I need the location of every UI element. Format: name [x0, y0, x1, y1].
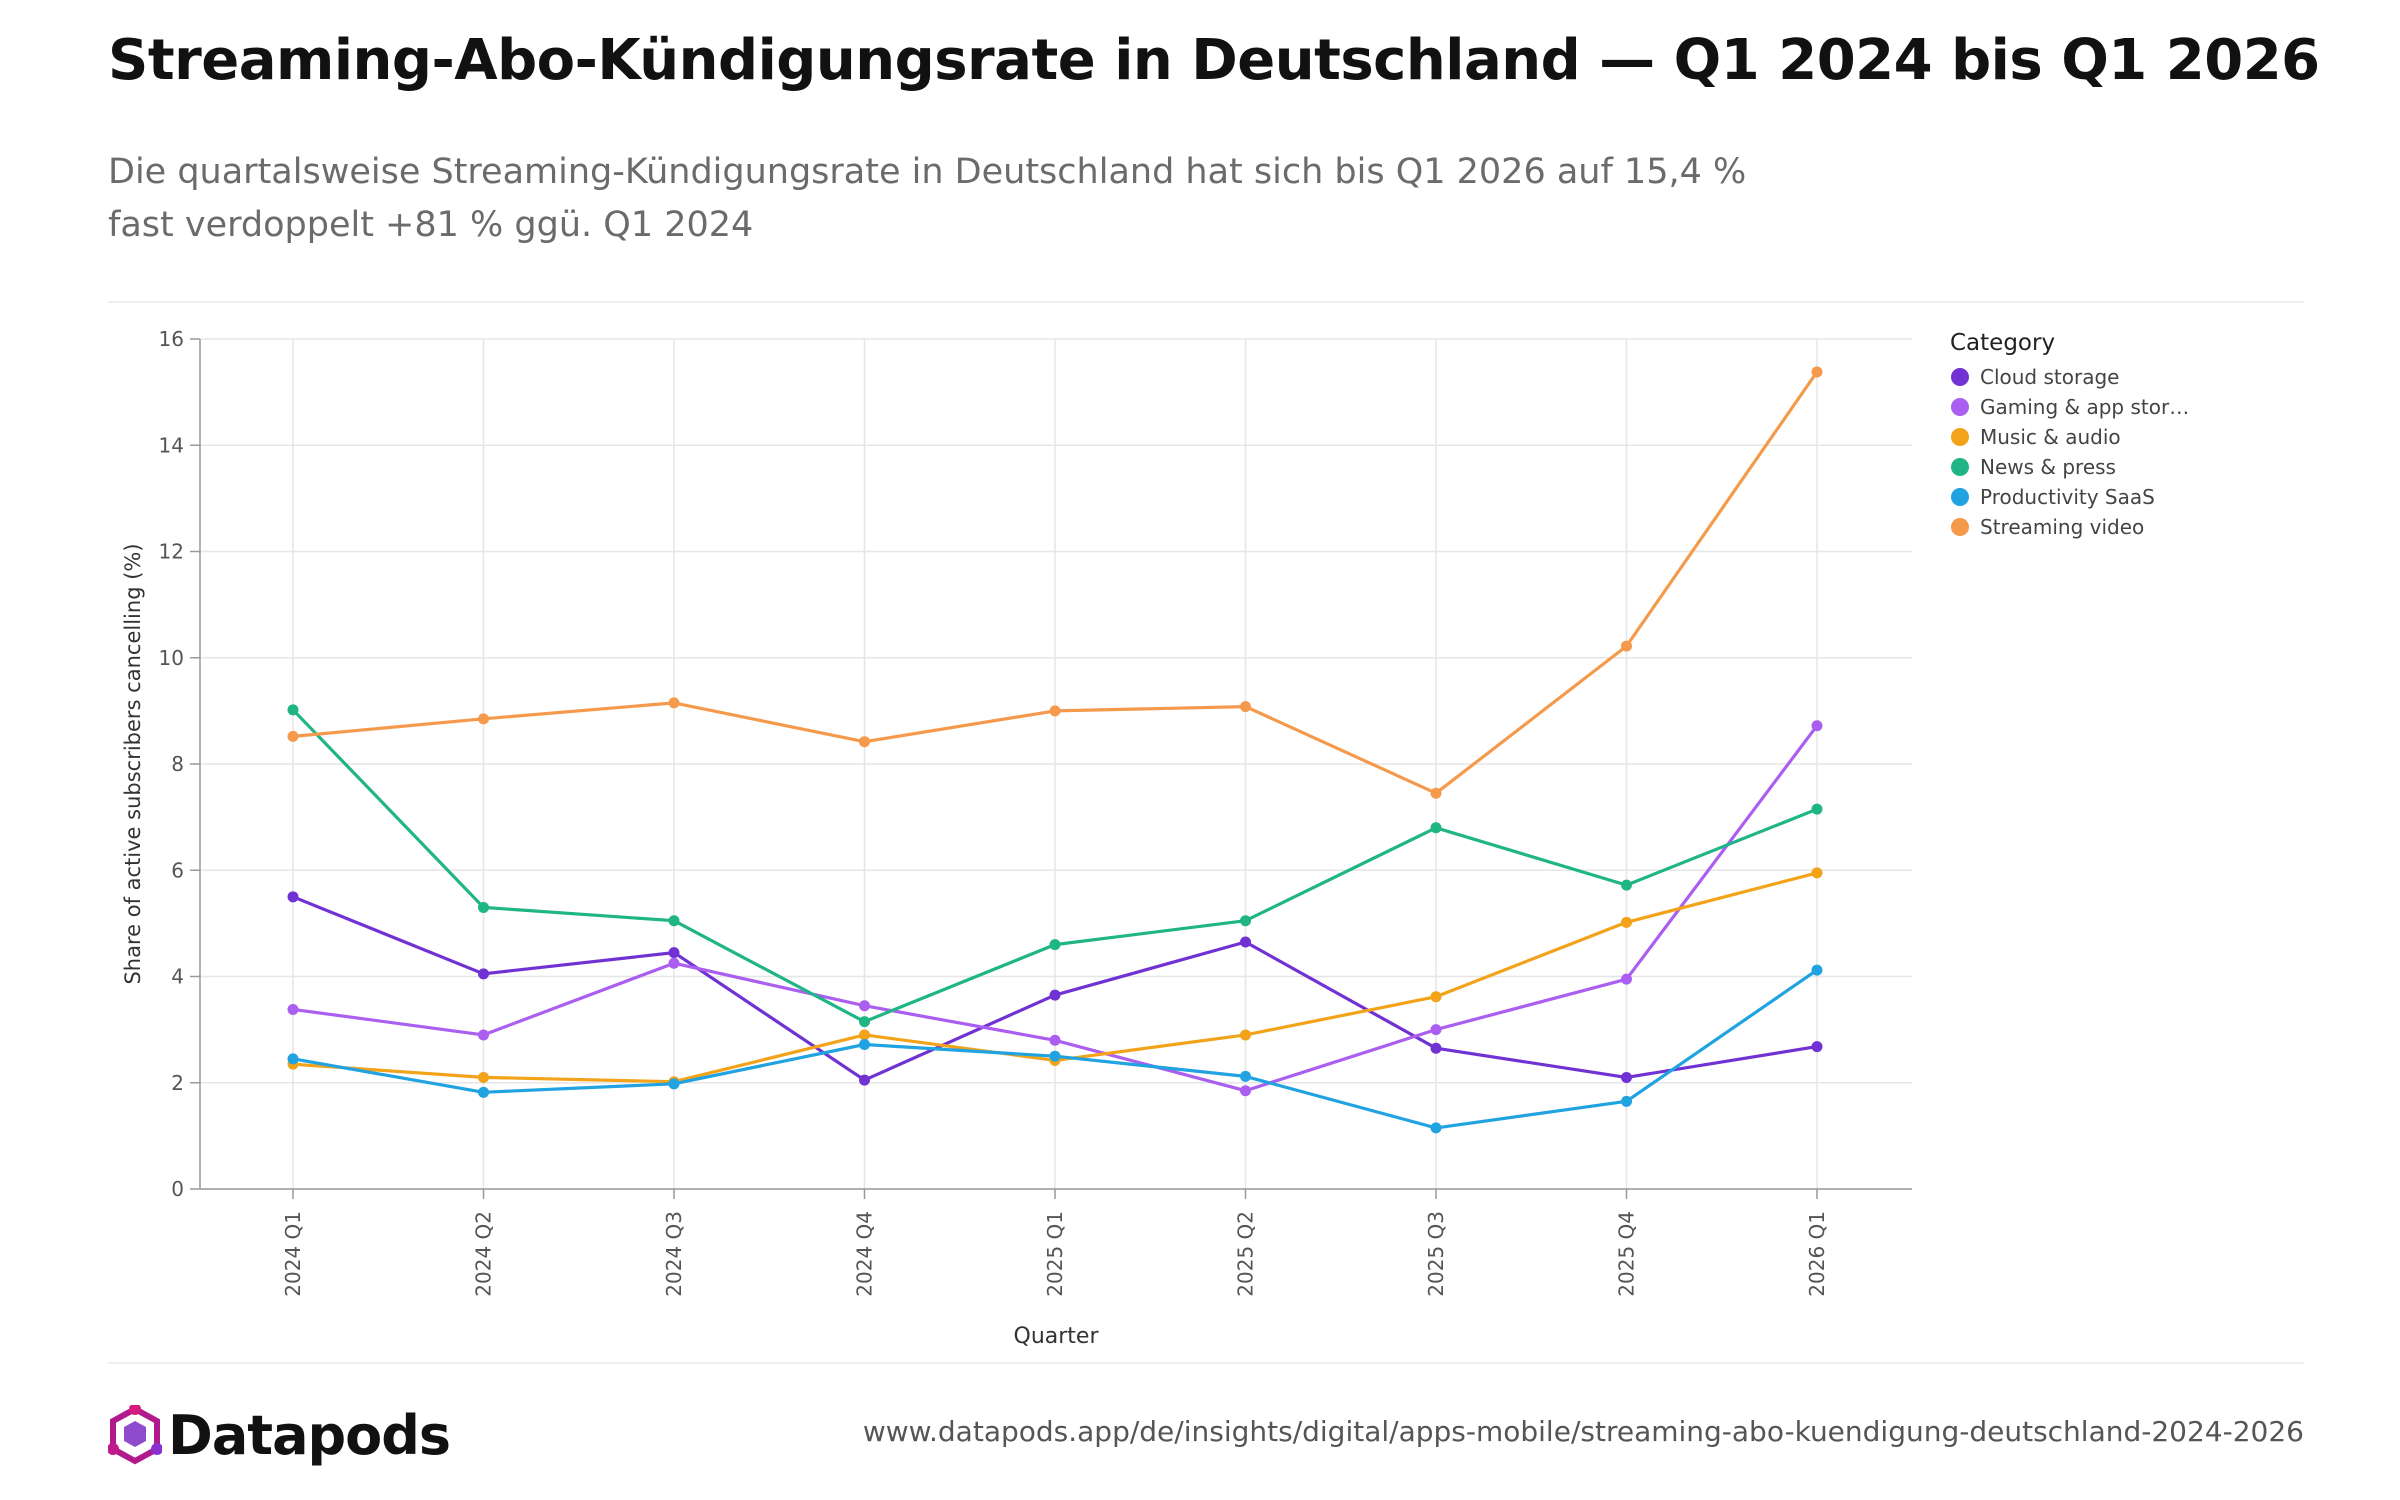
legend-title: Category [1950, 330, 2055, 356]
chart-title: Streaming-Abo-Kündigungsrate in Deutschl… [108, 28, 2320, 93]
point-productivity-saas [859, 1039, 870, 1050]
x-tick-label: 2024 Q4 [853, 1211, 877, 1297]
legend-item: Music & audio [1980, 425, 2121, 449]
point-cloud-storage [1430, 1042, 1442, 1054]
point-music-audio [1240, 1029, 1251, 1041]
x-tick-label: 2025 Q2 [1234, 1211, 1258, 1297]
point-streaming-video [1430, 787, 1442, 799]
subtitle-line-1: Die quartalsweise Streaming-Kündigungsra… [108, 152, 1747, 192]
point-cloud-storage [287, 891, 299, 903]
top-divider [108, 301, 2304, 303]
point-cloud-storage [1621, 1071, 1632, 1083]
point-productivity-saas [287, 1053, 299, 1065]
point-streaming-video [668, 697, 680, 709]
point-cloud-storage [668, 947, 680, 959]
x-tick-label: 2025 Q1 [1043, 1211, 1067, 1297]
point-gaming-app-stores [668, 957, 680, 969]
datapods-logo-icon [108, 1405, 162, 1465]
point-productivity-saas [1049, 1050, 1061, 1062]
point-news-press [1049, 939, 1061, 951]
point-music-audio [1811, 867, 1823, 879]
point-streaming-video [287, 730, 299, 742]
x-tick-label: 2024 Q1 [281, 1211, 305, 1297]
legend-swatch [1951, 428, 1969, 446]
brand-name: Datapods [168, 1403, 451, 1467]
y-tick-label: 14 [159, 433, 184, 457]
point-productivity-saas [478, 1086, 489, 1098]
y-tick-label: 12 [159, 540, 184, 564]
legend-swatch [1951, 488, 1969, 506]
point-news-press [1621, 879, 1632, 891]
x-tick-label: 2025 Q3 [1424, 1211, 1448, 1297]
legend-swatch [1951, 458, 1969, 476]
point-gaming-app-stores [287, 1003, 299, 1015]
legend-item: Streaming video [1980, 515, 2144, 539]
point-gaming-app-stores [1049, 1034, 1061, 1046]
subtitle-line-2: fast verdoppelt +81 % ggü. Q1 2024 [108, 205, 754, 245]
point-productivity-saas [1430, 1122, 1442, 1134]
y-tick-label: 2 [171, 1071, 184, 1095]
point-news-press [287, 704, 299, 716]
chart-subtitle: Die quartalsweise Streaming-Kündigungsra… [108, 146, 1808, 252]
x-tick-label: 2025 Q4 [1615, 1211, 1639, 1297]
point-music-audio [859, 1029, 870, 1041]
point-productivity-saas [1240, 1070, 1251, 1082]
y-tick-label: 0 [171, 1177, 184, 1201]
legend-swatch [1951, 518, 1969, 536]
point-gaming-app-stores [478, 1029, 489, 1041]
y-tick-label: 4 [171, 965, 184, 989]
y-axis-label: Share of active subscribers cancelling (… [121, 543, 145, 984]
legend-item: Cloud storage [1980, 365, 2119, 389]
point-news-press [1240, 915, 1251, 927]
point-productivity-saas [1811, 964, 1823, 976]
point-cloud-storage [859, 1074, 870, 1086]
point-streaming-video [1049, 705, 1061, 717]
source-url: www.datapods.app/de/insights/digital/app… [862, 1415, 2304, 1448]
legend-item: Productivity SaaS [1980, 485, 2155, 509]
point-productivity-saas [668, 1078, 680, 1090]
point-cloud-storage [1811, 1041, 1823, 1053]
point-gaming-app-stores [1811, 720, 1823, 732]
legend-swatch [1951, 398, 1969, 416]
point-news-press [478, 901, 489, 913]
point-music-audio [478, 1071, 489, 1083]
point-news-press [1430, 822, 1442, 834]
point-cloud-storage [1049, 989, 1061, 1001]
y-tick-label: 16 [159, 327, 184, 351]
point-gaming-app-stores [1430, 1024, 1442, 1036]
y-tick-label: 6 [171, 858, 184, 882]
x-tick-label: 2024 Q2 [472, 1211, 496, 1297]
legend-item: Gaming & app stor… [1980, 395, 2189, 419]
y-tick-label: 10 [159, 646, 184, 670]
point-cloud-storage [1240, 936, 1251, 948]
legend-item: News & press [1980, 455, 2116, 479]
point-news-press [668, 915, 680, 927]
x-tick-label: 2024 Q3 [662, 1211, 686, 1297]
point-gaming-app-stores [1240, 1085, 1251, 1097]
bottom-divider [108, 1362, 2304, 1364]
point-productivity-saas [1621, 1095, 1632, 1107]
x-axis-label: Quarter [1014, 1324, 1100, 1349]
point-news-press [859, 1016, 870, 1028]
point-gaming-app-stores [859, 1000, 870, 1012]
point-gaming-app-stores [1621, 973, 1632, 985]
brand-logo: Datapods [108, 1400, 451, 1470]
point-streaming-video [1240, 701, 1251, 713]
point-news-press [1811, 803, 1823, 815]
legend-swatch [1951, 368, 1969, 386]
point-streaming-video [859, 736, 870, 748]
point-streaming-video [1621, 640, 1632, 652]
point-streaming-video [1811, 366, 1823, 378]
y-tick-label: 8 [171, 752, 184, 776]
point-streaming-video [478, 713, 489, 725]
x-tick-label: 2026 Q1 [1805, 1211, 1829, 1297]
point-music-audio [1430, 991, 1442, 1003]
line-chart: 0 2 4 6 8 10 12 14 16 2024 Q1 2024 Q2 2024 Q3 2024 Q… [121, 327, 2189, 1349]
point-music-audio [1621, 916, 1632, 928]
point-cloud-storage [478, 968, 489, 980]
